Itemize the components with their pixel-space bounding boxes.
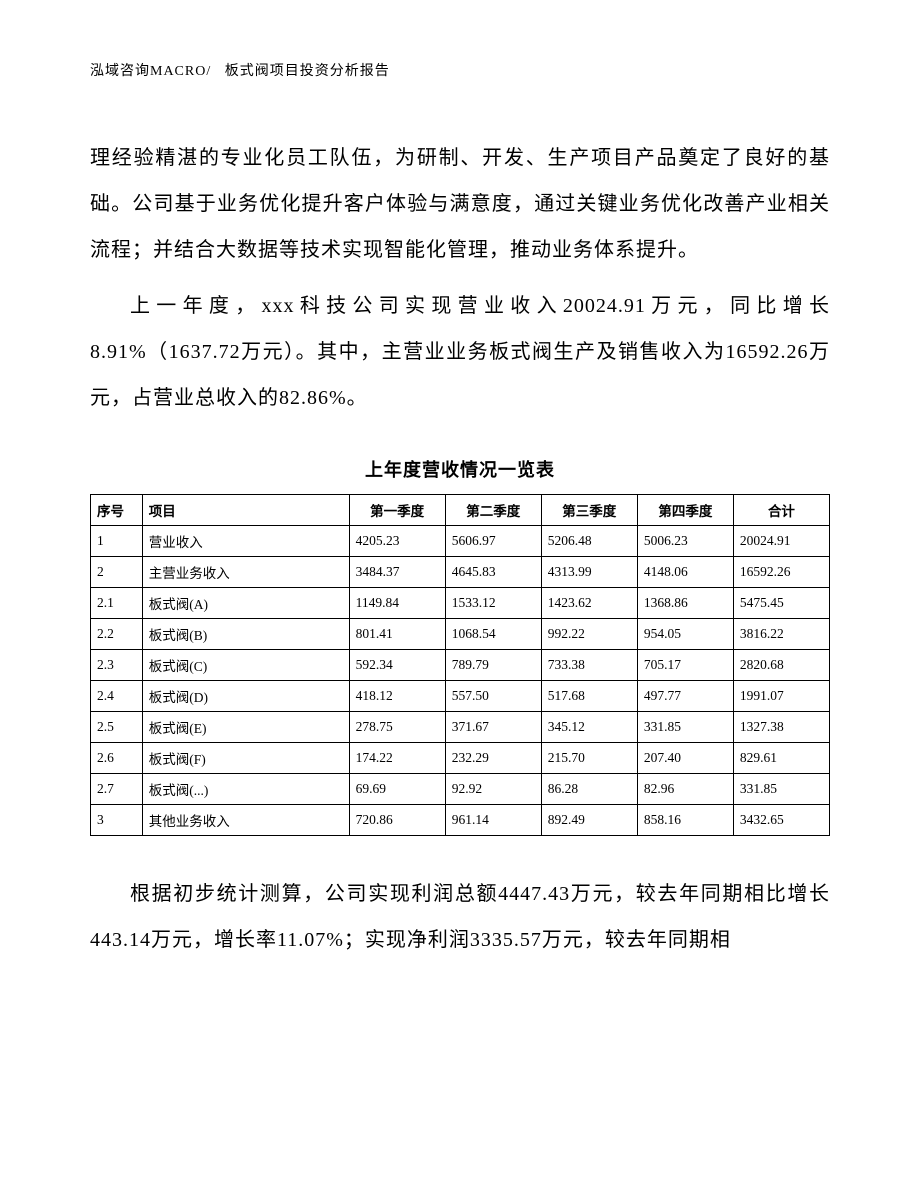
cell-q2: 557.50 bbox=[445, 681, 541, 712]
cell-seq: 1 bbox=[91, 526, 143, 557]
cell-item: 营业收入 bbox=[142, 526, 349, 557]
header-company: 泓域咨询MACRO/ bbox=[90, 64, 211, 79]
cell-q3: 5206.48 bbox=[541, 526, 637, 557]
col-header-item: 项目 bbox=[142, 495, 349, 526]
cell-total: 20024.91 bbox=[733, 526, 829, 557]
table-body: 1 营业收入 4205.23 5606.97 5206.48 5006.23 2… bbox=[91, 526, 830, 836]
cell-q4: 1368.86 bbox=[637, 588, 733, 619]
cell-q4: 331.85 bbox=[637, 712, 733, 743]
cell-total: 3432.65 bbox=[733, 805, 829, 836]
cell-q1: 4205.23 bbox=[349, 526, 445, 557]
paragraph-3: 根据初步统计测算，公司实现利润总额4447.43万元，较去年同期相比增长443.… bbox=[90, 871, 830, 963]
cell-total: 829.61 bbox=[733, 743, 829, 774]
cell-q3: 215.70 bbox=[541, 743, 637, 774]
cell-q2: 789.79 bbox=[445, 650, 541, 681]
cell-seq: 2.5 bbox=[91, 712, 143, 743]
cell-item: 板式阀(A) bbox=[142, 588, 349, 619]
table-row: 2 主营业务收入 3484.37 4645.83 4313.99 4148.06… bbox=[91, 557, 830, 588]
cell-q3: 517.68 bbox=[541, 681, 637, 712]
revenue-table: 序号 项目 第一季度 第二季度 第三季度 第四季度 合计 1 营业收入 4205… bbox=[90, 494, 830, 836]
table-title: 上年度营收情况一览表 bbox=[90, 456, 830, 482]
cell-item: 板式阀(F) bbox=[142, 743, 349, 774]
cell-q3: 1423.62 bbox=[541, 588, 637, 619]
cell-q3: 345.12 bbox=[541, 712, 637, 743]
cell-q2: 371.67 bbox=[445, 712, 541, 743]
cell-q4: 82.96 bbox=[637, 774, 733, 805]
cell-seq: 2.6 bbox=[91, 743, 143, 774]
cell-q2: 1068.54 bbox=[445, 619, 541, 650]
table-row: 2.5 板式阀(E) 278.75 371.67 345.12 331.85 1… bbox=[91, 712, 830, 743]
cell-q3: 86.28 bbox=[541, 774, 637, 805]
cell-total: 1991.07 bbox=[733, 681, 829, 712]
cell-total: 16592.26 bbox=[733, 557, 829, 588]
cell-item: 板式阀(D) bbox=[142, 681, 349, 712]
cell-item: 板式阀(B) bbox=[142, 619, 349, 650]
cell-seq: 2.2 bbox=[91, 619, 143, 650]
cell-seq: 2.4 bbox=[91, 681, 143, 712]
col-header-q1: 第一季度 bbox=[349, 495, 445, 526]
cell-q4: 4148.06 bbox=[637, 557, 733, 588]
cell-total: 3816.22 bbox=[733, 619, 829, 650]
paragraph-2: 上一年度，xxx科技公司实现营业收入20024.91万元，同比增长8.91%（1… bbox=[90, 283, 830, 421]
cell-q3: 892.49 bbox=[541, 805, 637, 836]
cell-item: 板式阀(...) bbox=[142, 774, 349, 805]
cell-q4: 705.17 bbox=[637, 650, 733, 681]
cell-seq: 2.3 bbox=[91, 650, 143, 681]
cell-q1: 720.86 bbox=[349, 805, 445, 836]
table-row: 1 营业收入 4205.23 5606.97 5206.48 5006.23 2… bbox=[91, 526, 830, 557]
cell-total: 5475.45 bbox=[733, 588, 829, 619]
col-header-q2: 第二季度 bbox=[445, 495, 541, 526]
cell-item: 板式阀(E) bbox=[142, 712, 349, 743]
cell-seq: 3 bbox=[91, 805, 143, 836]
cell-seq: 2.7 bbox=[91, 774, 143, 805]
cell-seq: 2.1 bbox=[91, 588, 143, 619]
cell-q1: 418.12 bbox=[349, 681, 445, 712]
table-row: 2.6 板式阀(F) 174.22 232.29 215.70 207.40 8… bbox=[91, 743, 830, 774]
col-header-q4: 第四季度 bbox=[637, 495, 733, 526]
cell-q3: 992.22 bbox=[541, 619, 637, 650]
cell-q1: 3484.37 bbox=[349, 557, 445, 588]
cell-q1: 278.75 bbox=[349, 712, 445, 743]
cell-total: 2820.68 bbox=[733, 650, 829, 681]
cell-q3: 4313.99 bbox=[541, 557, 637, 588]
table-row: 2.2 板式阀(B) 801.41 1068.54 992.22 954.05 … bbox=[91, 619, 830, 650]
col-header-q3: 第三季度 bbox=[541, 495, 637, 526]
cell-q1: 801.41 bbox=[349, 619, 445, 650]
paragraph-1: 理经验精湛的专业化员工队伍，为研制、开发、生产项目产品奠定了良好的基础。公司基于… bbox=[90, 135, 830, 273]
cell-total: 1327.38 bbox=[733, 712, 829, 743]
cell-q1: 592.34 bbox=[349, 650, 445, 681]
cell-q4: 858.16 bbox=[637, 805, 733, 836]
cell-q1: 1149.84 bbox=[349, 588, 445, 619]
cell-q2: 92.92 bbox=[445, 774, 541, 805]
cell-item: 其他业务收入 bbox=[142, 805, 349, 836]
cell-q2: 5606.97 bbox=[445, 526, 541, 557]
cell-q1: 174.22 bbox=[349, 743, 445, 774]
cell-q4: 5006.23 bbox=[637, 526, 733, 557]
col-header-seq: 序号 bbox=[91, 495, 143, 526]
header-title: 板式阀项目投资分析报告 bbox=[225, 64, 390, 79]
cell-q4: 207.40 bbox=[637, 743, 733, 774]
cell-total: 331.85 bbox=[733, 774, 829, 805]
cell-q2: 4645.83 bbox=[445, 557, 541, 588]
table-row: 2.3 板式阀(C) 592.34 789.79 733.38 705.17 2… bbox=[91, 650, 830, 681]
col-header-total: 合计 bbox=[733, 495, 829, 526]
cell-q2: 1533.12 bbox=[445, 588, 541, 619]
table-row: 2.7 板式阀(...) 69.69 92.92 86.28 82.96 331… bbox=[91, 774, 830, 805]
cell-seq: 2 bbox=[91, 557, 143, 588]
table-row: 2.4 板式阀(D) 418.12 557.50 517.68 497.77 1… bbox=[91, 681, 830, 712]
cell-q2: 232.29 bbox=[445, 743, 541, 774]
table-row: 3 其他业务收入 720.86 961.14 892.49 858.16 343… bbox=[91, 805, 830, 836]
table-row: 2.1 板式阀(A) 1149.84 1533.12 1423.62 1368.… bbox=[91, 588, 830, 619]
cell-q4: 954.05 bbox=[637, 619, 733, 650]
cell-q4: 497.77 bbox=[637, 681, 733, 712]
cell-q2: 961.14 bbox=[445, 805, 541, 836]
table-header-row: 序号 项目 第一季度 第二季度 第三季度 第四季度 合计 bbox=[91, 495, 830, 526]
cell-q3: 733.38 bbox=[541, 650, 637, 681]
cell-item: 板式阀(C) bbox=[142, 650, 349, 681]
cell-item: 主营业务收入 bbox=[142, 557, 349, 588]
cell-q1: 69.69 bbox=[349, 774, 445, 805]
page-header: 泓域咨询MACRO/ 板式阀项目投资分析报告 bbox=[90, 60, 830, 80]
